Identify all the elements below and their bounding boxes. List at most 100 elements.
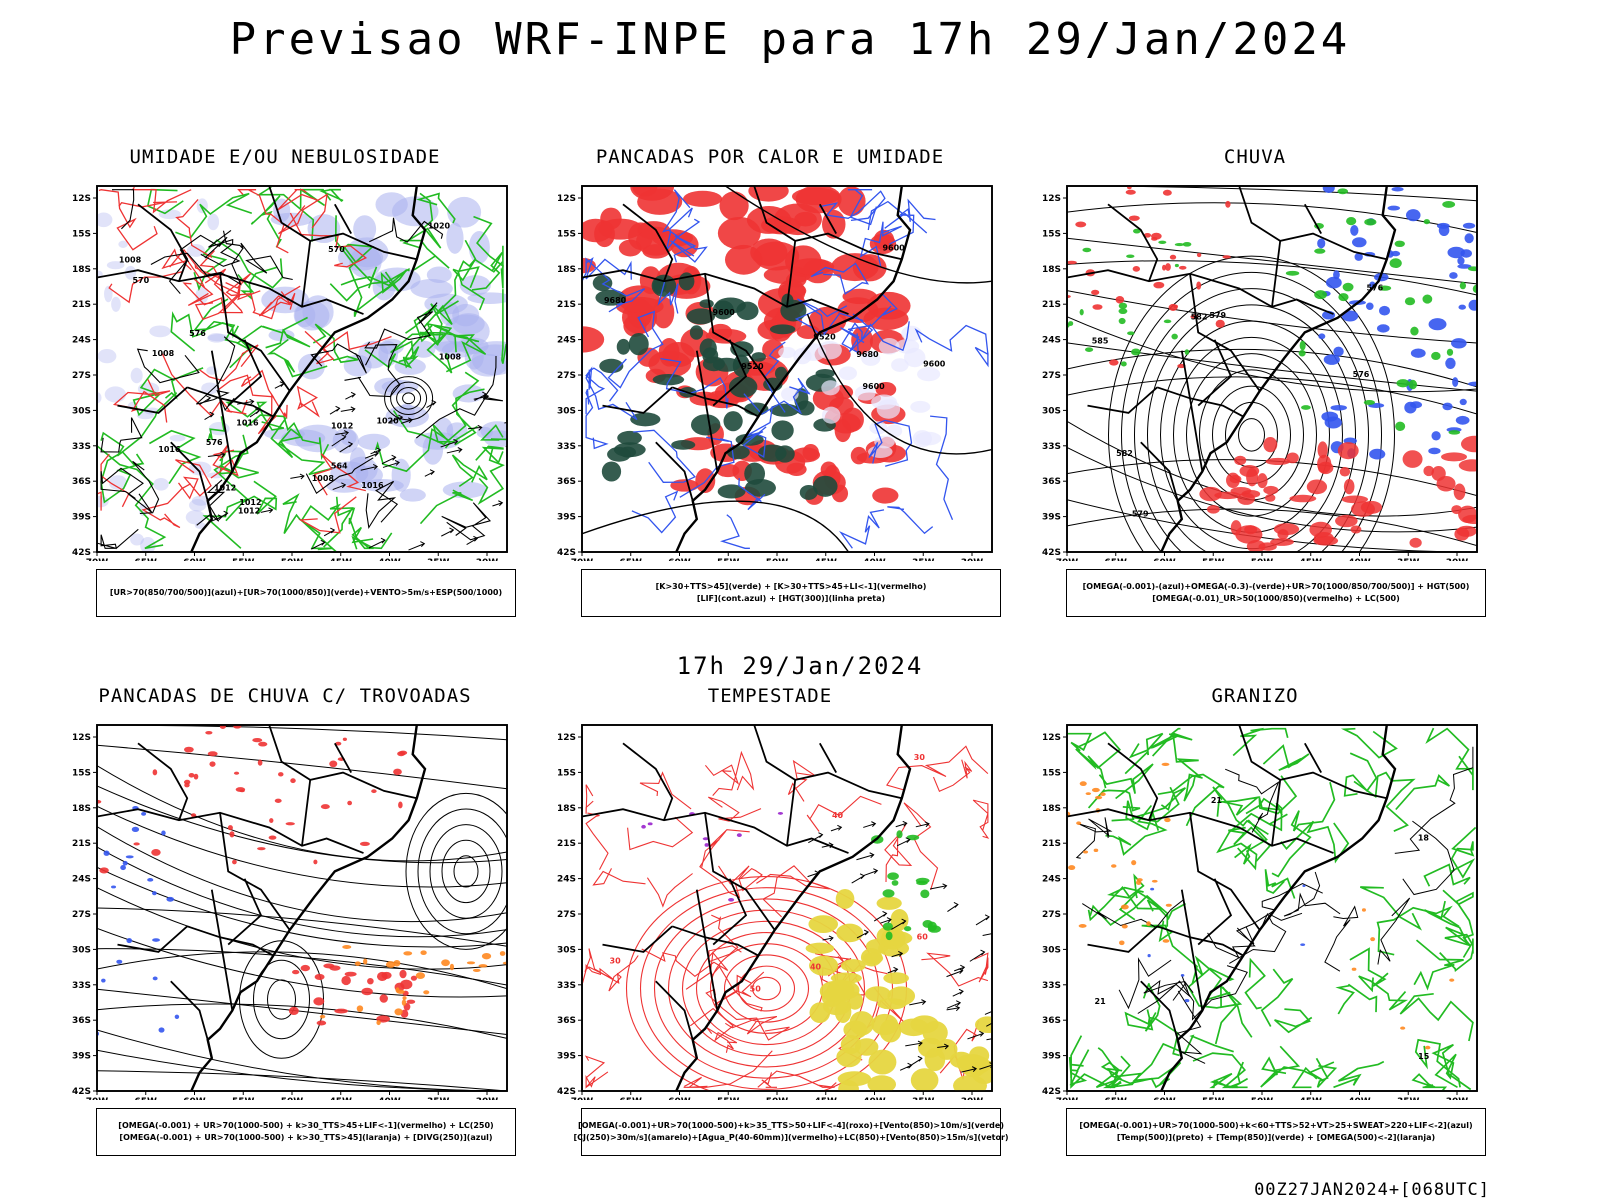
storm-area-purple: [704, 843, 709, 847]
contour-label: 1012: [238, 507, 260, 516]
contour-label: 9520: [813, 332, 836, 341]
wind-area-green: [904, 926, 912, 932]
water-vapor-contour: [723, 954, 810, 1023]
water-vapor-contour: [683, 1050, 773, 1088]
country-border: [97, 808, 364, 854]
omega-area-orange: [1100, 792, 1106, 797]
wind-vector: [953, 902, 959, 908]
contour-label: 576: [189, 329, 206, 338]
wind-vector: [299, 473, 305, 480]
lon-label: 45W: [330, 1097, 353, 1100]
water-vapor-contour: [886, 745, 989, 791]
wind-vector: [440, 440, 458, 448]
humidity-area-blue: [153, 477, 169, 491]
lat-label: 15S: [1042, 768, 1061, 778]
wind-vector: [394, 459, 400, 466]
wind-vector: [942, 883, 948, 890]
wind-vector: [943, 1043, 950, 1050]
omega-area-green: [1389, 258, 1402, 269]
rain-area-red: [1246, 467, 1259, 487]
wind-vector: [859, 873, 865, 880]
humidity-area-blue: [97, 348, 117, 364]
temp500-contour: [1082, 898, 1185, 929]
panel-title: PANCADAS DE CHUVA C/ TROVOADAS: [98, 685, 472, 707]
omega-area-green: [1314, 248, 1326, 254]
temp850-contour-green: [1333, 1060, 1385, 1089]
rain-area-red: [1196, 281, 1202, 290]
temp850-contour-green: [1133, 786, 1186, 823]
country-border: [1156, 925, 1244, 957]
omega-area-green: [1342, 282, 1354, 292]
wind-vector: [391, 454, 397, 461]
map-frame-border: [96, 185, 508, 553]
country-border: [186, 925, 274, 957]
omega-area-blue: [1323, 354, 1340, 365]
storm-area-red: [257, 759, 263, 766]
map-chuva: 12S 15S 18S 21S 24S 27S 30S 33S 36S 39S 42S70W 65W 6…: [1042, 185, 1478, 561]
wind-vector: [388, 416, 403, 423]
temp500-contour: [1402, 820, 1455, 896]
temp500-contour: [1225, 768, 1280, 833]
humidity-area-blue: [411, 340, 436, 358]
water-vapor-contour: [627, 816, 694, 851]
temp850-contour-green: [1149, 727, 1193, 749]
omega-area-orange: [1449, 978, 1455, 982]
wind-vector: [837, 824, 843, 831]
wind-vector: [340, 408, 355, 412]
temp850-contour-green: [1271, 781, 1336, 878]
humidity-area-blue: [459, 275, 491, 296]
wind-vector: [209, 516, 223, 523]
water-vapor-contour: [641, 948, 729, 990]
storm-area-red: [229, 831, 235, 838]
wind-vector: [382, 461, 400, 468]
lon-label: 30W: [476, 558, 499, 561]
thickness-contour-red: [217, 369, 275, 398]
temp850-contour-green: [1376, 905, 1460, 956]
map-frame: [96, 724, 508, 1092]
temp850-contour-green: [1124, 732, 1164, 775]
omega-area-orange: [1361, 908, 1366, 912]
omega-area-green: [1171, 333, 1178, 340]
lif-area: [821, 406, 841, 424]
divergence-area-blue: [126, 938, 133, 944]
wind-vector: [473, 535, 479, 542]
lon-label: 55W: [232, 1097, 255, 1100]
water-vapor-contour: [932, 759, 973, 793]
country-border: [582, 808, 849, 854]
storm-area-orange: [502, 961, 507, 965]
wind-vector: [895, 822, 907, 828]
jet-area-yellow: [867, 1075, 897, 1091]
humidity-area-blue: [97, 212, 113, 228]
storm-area-orange: [423, 990, 430, 995]
contour-label: 1012: [239, 498, 261, 507]
storm-area-red: [344, 971, 357, 977]
wind-vector: [986, 1038, 992, 1041]
lat-label: 12S: [557, 194, 576, 204]
map-frame-border: [1066, 185, 1478, 553]
omega-area-orange: [1078, 924, 1087, 928]
temp850-contour-green: [1399, 992, 1474, 1042]
lat-label: 27S: [1042, 371, 1061, 381]
geopotential-contour: [1121, 271, 1382, 552]
omega-area-orange: [1093, 848, 1099, 853]
streamline: [97, 1003, 507, 1039]
omega-area-green: [1299, 340, 1306, 351]
omega-area-blue: [1445, 357, 1456, 369]
lat-label: 18S: [72, 265, 91, 275]
omega-area-green: [1182, 241, 1192, 247]
storm-area-orange: [420, 950, 427, 956]
panel-legend: [OMEGA(-0.001)+UR>70(1000-500)+k>35_TTS>…: [573, 1108, 1009, 1156]
lif-contour-blue: [847, 189, 878, 226]
storm-area-red: [393, 768, 402, 776]
omega-area-green: [1082, 247, 1092, 253]
storm-area-orange: [376, 1020, 381, 1026]
wind-vector: [886, 917, 892, 923]
wind-vector: [899, 1064, 912, 1071]
temp850-contour-green: [1232, 727, 1289, 757]
humidity-contour-green: [452, 251, 504, 291]
country-border: [1271, 240, 1282, 307]
omega-area-orange: [1162, 939, 1170, 943]
wind-vector: [909, 1001, 926, 1006]
anticyclone-streamline: [429, 824, 503, 919]
lif-contour-blue: [665, 207, 701, 251]
